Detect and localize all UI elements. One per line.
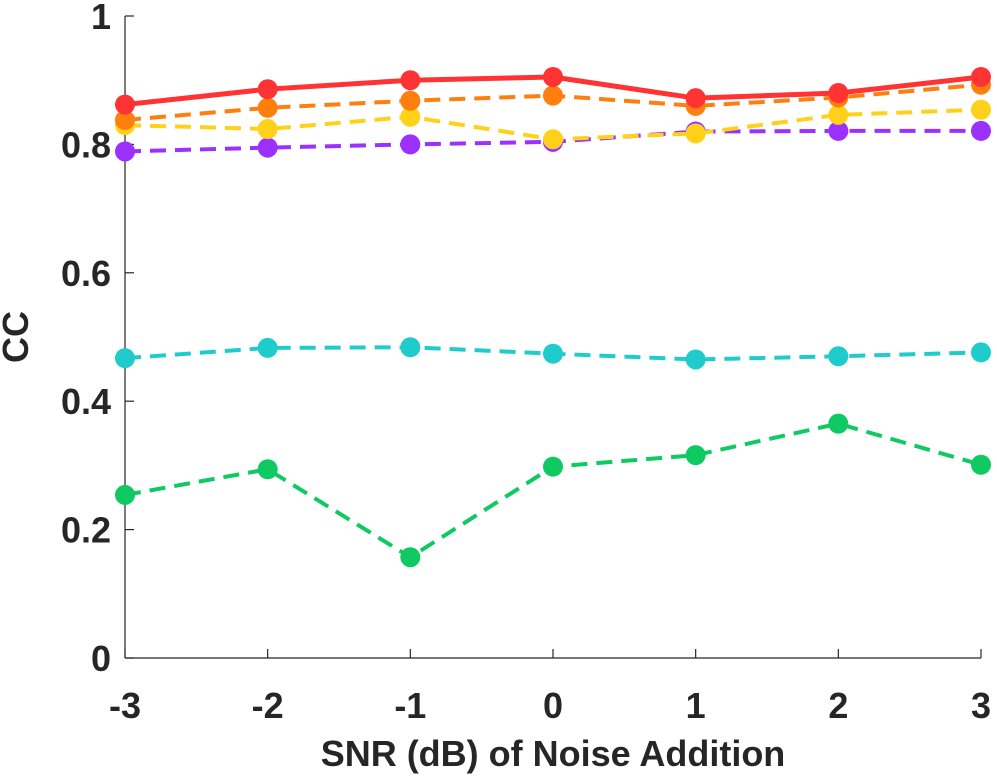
series-line-green-dashed [124,421,982,560]
series-red-solid [115,66,991,115]
data-point-cyan-dashed [543,343,563,364]
axes [124,16,981,659]
series-cyan-dashed [115,337,991,370]
data-point-green-dashed [685,445,706,466]
data-point-purple-dashed [828,120,849,141]
data-point-cyan-dashed [685,349,706,370]
x-tick-label: -3 [109,685,141,726]
data-point-yellow-dashed [257,118,278,139]
x-tick-label: -2 [252,685,284,726]
y-tick-label: 1 [91,0,111,37]
data-point-green-dashed [828,413,849,434]
x-tick-label: 0 [543,685,563,726]
data-point-red-solid [400,70,421,91]
data-point-purple-dashed [400,134,421,155]
series-green-dashed [115,413,991,568]
data-point-red-solid [828,83,849,104]
data-point-cyan-dashed [257,337,278,358]
data-point-green-dashed [257,459,278,480]
data-point-red-solid [685,88,706,109]
x-tick-label: 3 [971,685,991,726]
x-tick-label: -1 [394,685,426,726]
y-tick-label: 0.2 [61,510,111,551]
x-axis-title: SNR (dB) of Noise Addition [321,733,786,774]
data-point-cyan-dashed [828,346,849,367]
y-tick-label: 0 [91,638,111,679]
x-tick-label: 1 [686,685,706,726]
x-ticks: -3 -2 -1 0 1 2 3 [109,649,991,726]
data-point-red-solid [257,79,278,100]
data-point-red-solid [971,66,991,87]
data-point-yellow-dashed [685,123,706,144]
data-point-orange-dashed [115,110,135,131]
y-ticks: 0 0.2 0.4 0.6 0.8 1 [61,0,134,679]
data-point-red-solid [115,94,135,115]
data-point-orange-dashed [543,85,563,106]
data-point-green-dashed [115,484,135,505]
data-point-orange-dashed [400,90,421,111]
series-layer [115,66,991,568]
data-point-cyan-dashed [971,342,991,363]
data-point-yellow-dashed [828,104,849,125]
data-point-purple-dashed [115,141,135,162]
data-point-orange-dashed [257,97,278,118]
data-point-yellow-dashed [400,106,421,127]
data-point-cyan-dashed [400,337,421,358]
series-yellow-dashed [115,99,991,150]
data-point-green-dashed [400,547,421,568]
data-point-purple-dashed [257,137,278,158]
data-point-green-dashed [971,454,991,475]
data-point-green-dashed [543,456,563,477]
y-tick-label: 0.6 [61,253,111,294]
data-point-yellow-dashed [971,99,991,120]
y-axis-title: CC [0,311,36,363]
data-point-yellow-dashed [543,129,563,150]
y-tick-label: 0.8 [61,124,111,165]
data-point-cyan-dashed [115,348,135,369]
y-tick-label: 0.4 [61,381,111,422]
data-point-purple-dashed [971,120,991,141]
x-tick-label: 2 [828,685,848,726]
data-point-red-solid [543,66,563,87]
